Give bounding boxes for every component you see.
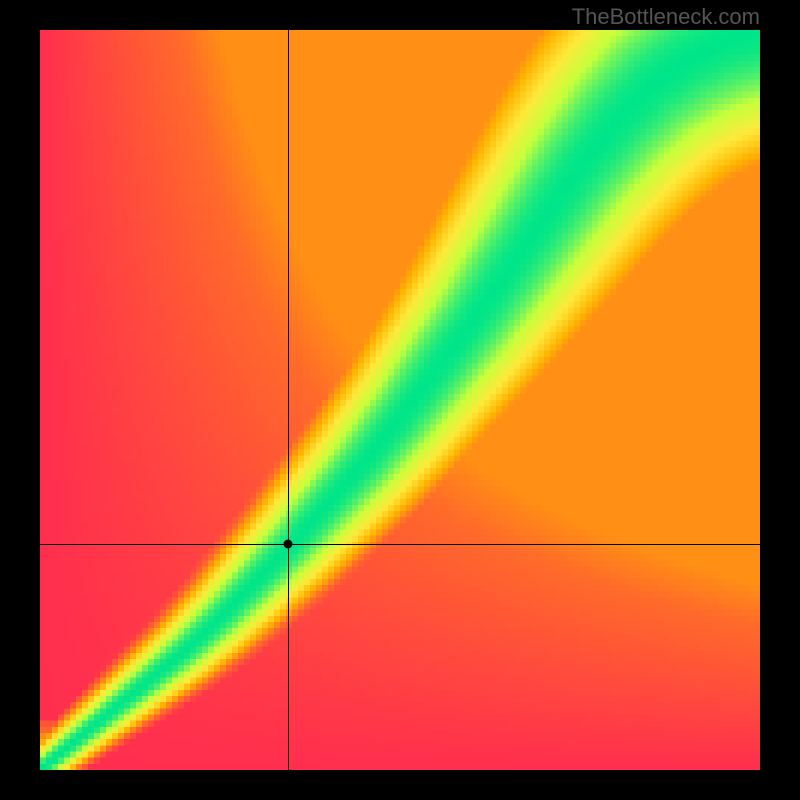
marker-point xyxy=(284,540,293,549)
chart-container: TheBottleneck.com xyxy=(0,0,800,800)
bottleneck-heatmap xyxy=(40,30,760,770)
crosshair-horizontal xyxy=(40,544,760,545)
watermark-text: TheBottleneck.com xyxy=(572,4,760,30)
crosshair-vertical xyxy=(288,30,289,770)
